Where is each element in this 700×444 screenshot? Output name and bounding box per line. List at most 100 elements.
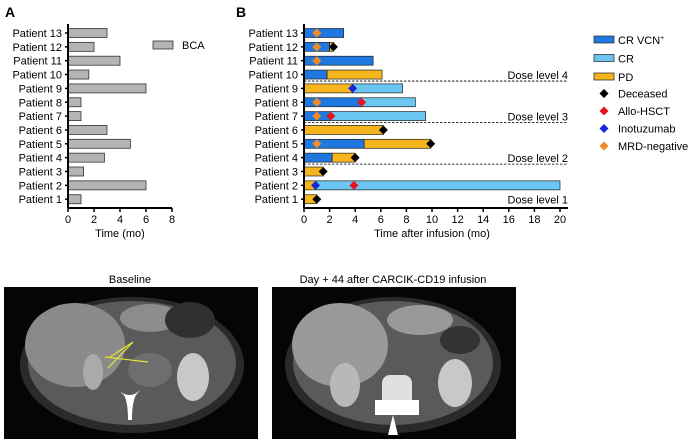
bca-bar <box>67 166 85 177</box>
category-label: Patient 9 <box>19 83 62 95</box>
category-label: Patient 10 <box>248 70 298 82</box>
legend-inotuzumab-icon <box>599 124 609 133</box>
event-mrd-negative-marker <box>312 111 322 121</box>
event-inotuzumab-marker <box>348 83 358 93</box>
legend-label-cr-vcn: CR VCN+ <box>618 35 664 47</box>
segment-cr-vcn <box>303 69 328 80</box>
legend-swatch-cr-vcn <box>593 35 615 44</box>
x-tick-label: 4 <box>117 214 123 226</box>
category-label: Patient 7 <box>255 111 298 123</box>
category-label: Patient 9 <box>255 83 298 95</box>
legend-mrd-negative-icon <box>599 141 609 151</box>
segment-pd <box>326 69 383 80</box>
x-tick-label: 0 <box>301 214 307 226</box>
segment-cr <box>361 97 416 108</box>
category-label: Patient 6 <box>255 125 298 137</box>
ct-followup-title: Day + 44 after CARCIK-CD19 infusion <box>300 274 487 286</box>
event-deceased-marker <box>426 139 436 149</box>
category-label: Patient 11 <box>13 56 62 68</box>
event-deceased-marker <box>328 42 338 52</box>
category-label: Patient 13 <box>248 28 298 40</box>
legend-deceased-icon <box>599 89 609 98</box>
legend-label-deceased: Deceased <box>618 89 668 101</box>
event-deceased-marker <box>318 167 328 176</box>
ct-baseline-image <box>4 287 258 439</box>
bca-bar <box>67 138 131 149</box>
bca-bar <box>67 125 108 135</box>
legend-label-cr: CR <box>618 54 634 66</box>
category-label: Patient 2 <box>255 180 298 192</box>
x-tick-label: 8 <box>169 214 175 226</box>
event-allo-hsct-marker <box>326 111 336 121</box>
x-tick-label: 6 <box>143 214 149 226</box>
legend-label-bca: BCA <box>182 40 205 52</box>
category-label: Patient 2 <box>19 180 62 192</box>
segment-pd <box>303 125 384 135</box>
x-tick-label: 0 <box>65 214 71 226</box>
event-deceased-marker <box>312 194 322 204</box>
event-mrd-negative-marker <box>312 28 322 38</box>
legend-label-allo-hsct: Allo-HSCT <box>618 106 670 118</box>
event-deceased-marker <box>378 125 388 135</box>
bca-bar <box>67 180 147 191</box>
bca-bar <box>67 83 147 94</box>
dose-level-label: Dose level 2 <box>507 153 568 165</box>
x-axis-label: Time after infusion (mo) <box>374 228 490 240</box>
x-tick-label: 16 <box>503 214 515 226</box>
bca-bar <box>67 152 105 163</box>
bca-bar <box>67 111 82 121</box>
category-label: Patient 10 <box>12 70 62 82</box>
x-axis-label: Time (mo) <box>95 228 145 240</box>
event-allo-hsct-marker <box>357 97 367 107</box>
category-label: Patient 4 <box>19 153 62 165</box>
event-inotuzumab-marker <box>311 180 321 190</box>
x-tick-label: 2 <box>327 214 333 226</box>
x-tick-label: 6 <box>378 214 384 226</box>
legend-label-inotuzumab: Inotuzumab <box>618 124 675 136</box>
panel-label-a: A <box>5 4 15 20</box>
swimmer-legend: CR VCN+ CR PD Deceased Allo-HSCT Inotuzumab MR… <box>593 35 688 153</box>
segment-pd <box>363 138 432 149</box>
category-label: Patient 1 <box>255 194 298 206</box>
legend-label-mrd-negative: MRD-negative <box>618 141 688 153</box>
x-tick-label: 20 <box>554 214 566 226</box>
bca-bar <box>67 55 121 66</box>
bca-bar <box>67 194 82 205</box>
x-tick-label: 8 <box>403 214 409 226</box>
ct-baseline-title: Baseline <box>109 274 151 286</box>
x-tick-label: 2 <box>91 214 97 226</box>
legend-swatch-pd <box>593 72 615 81</box>
dose-level-label: Dose level 3 <box>507 112 568 124</box>
category-label: Patient 5 <box>255 139 298 151</box>
legend-allo-hsct-icon <box>599 106 609 116</box>
legend-swatch-bca <box>152 40 174 50</box>
category-label: Patient 7 <box>19 111 62 123</box>
segment-cr-vcn <box>303 152 333 163</box>
x-tick-label: 4 <box>352 214 358 226</box>
event-mrd-negative-marker <box>312 56 322 66</box>
segment-cr <box>330 111 426 121</box>
category-label: Patient 8 <box>255 97 298 109</box>
segment-pd <box>303 83 353 94</box>
category-label: Patient 4 <box>255 153 298 165</box>
panel-label-b: B <box>236 4 246 20</box>
category-label: Patient 6 <box>19 125 62 137</box>
category-label: Patient 3 <box>255 167 298 179</box>
event-deceased-marker <box>350 153 360 163</box>
x-tick-label: 10 <box>426 214 438 226</box>
segment-cr-vcn <box>303 28 345 38</box>
category-label: Patient 11 <box>249 56 298 68</box>
category-label: Patient 3 <box>19 167 62 179</box>
event-mrd-negative-marker <box>312 139 322 149</box>
category-label: Patient 8 <box>19 97 62 109</box>
event-mrd-negative-marker <box>312 42 322 52</box>
dose-level-label: Dose level 1 <box>507 195 568 207</box>
category-label: Patient 12 <box>248 42 298 54</box>
legend-swatch-cr <box>593 54 615 62</box>
x-tick-label: 14 <box>477 214 489 226</box>
x-tick-label: 12 <box>451 214 463 226</box>
category-label: Patient 5 <box>19 139 62 151</box>
